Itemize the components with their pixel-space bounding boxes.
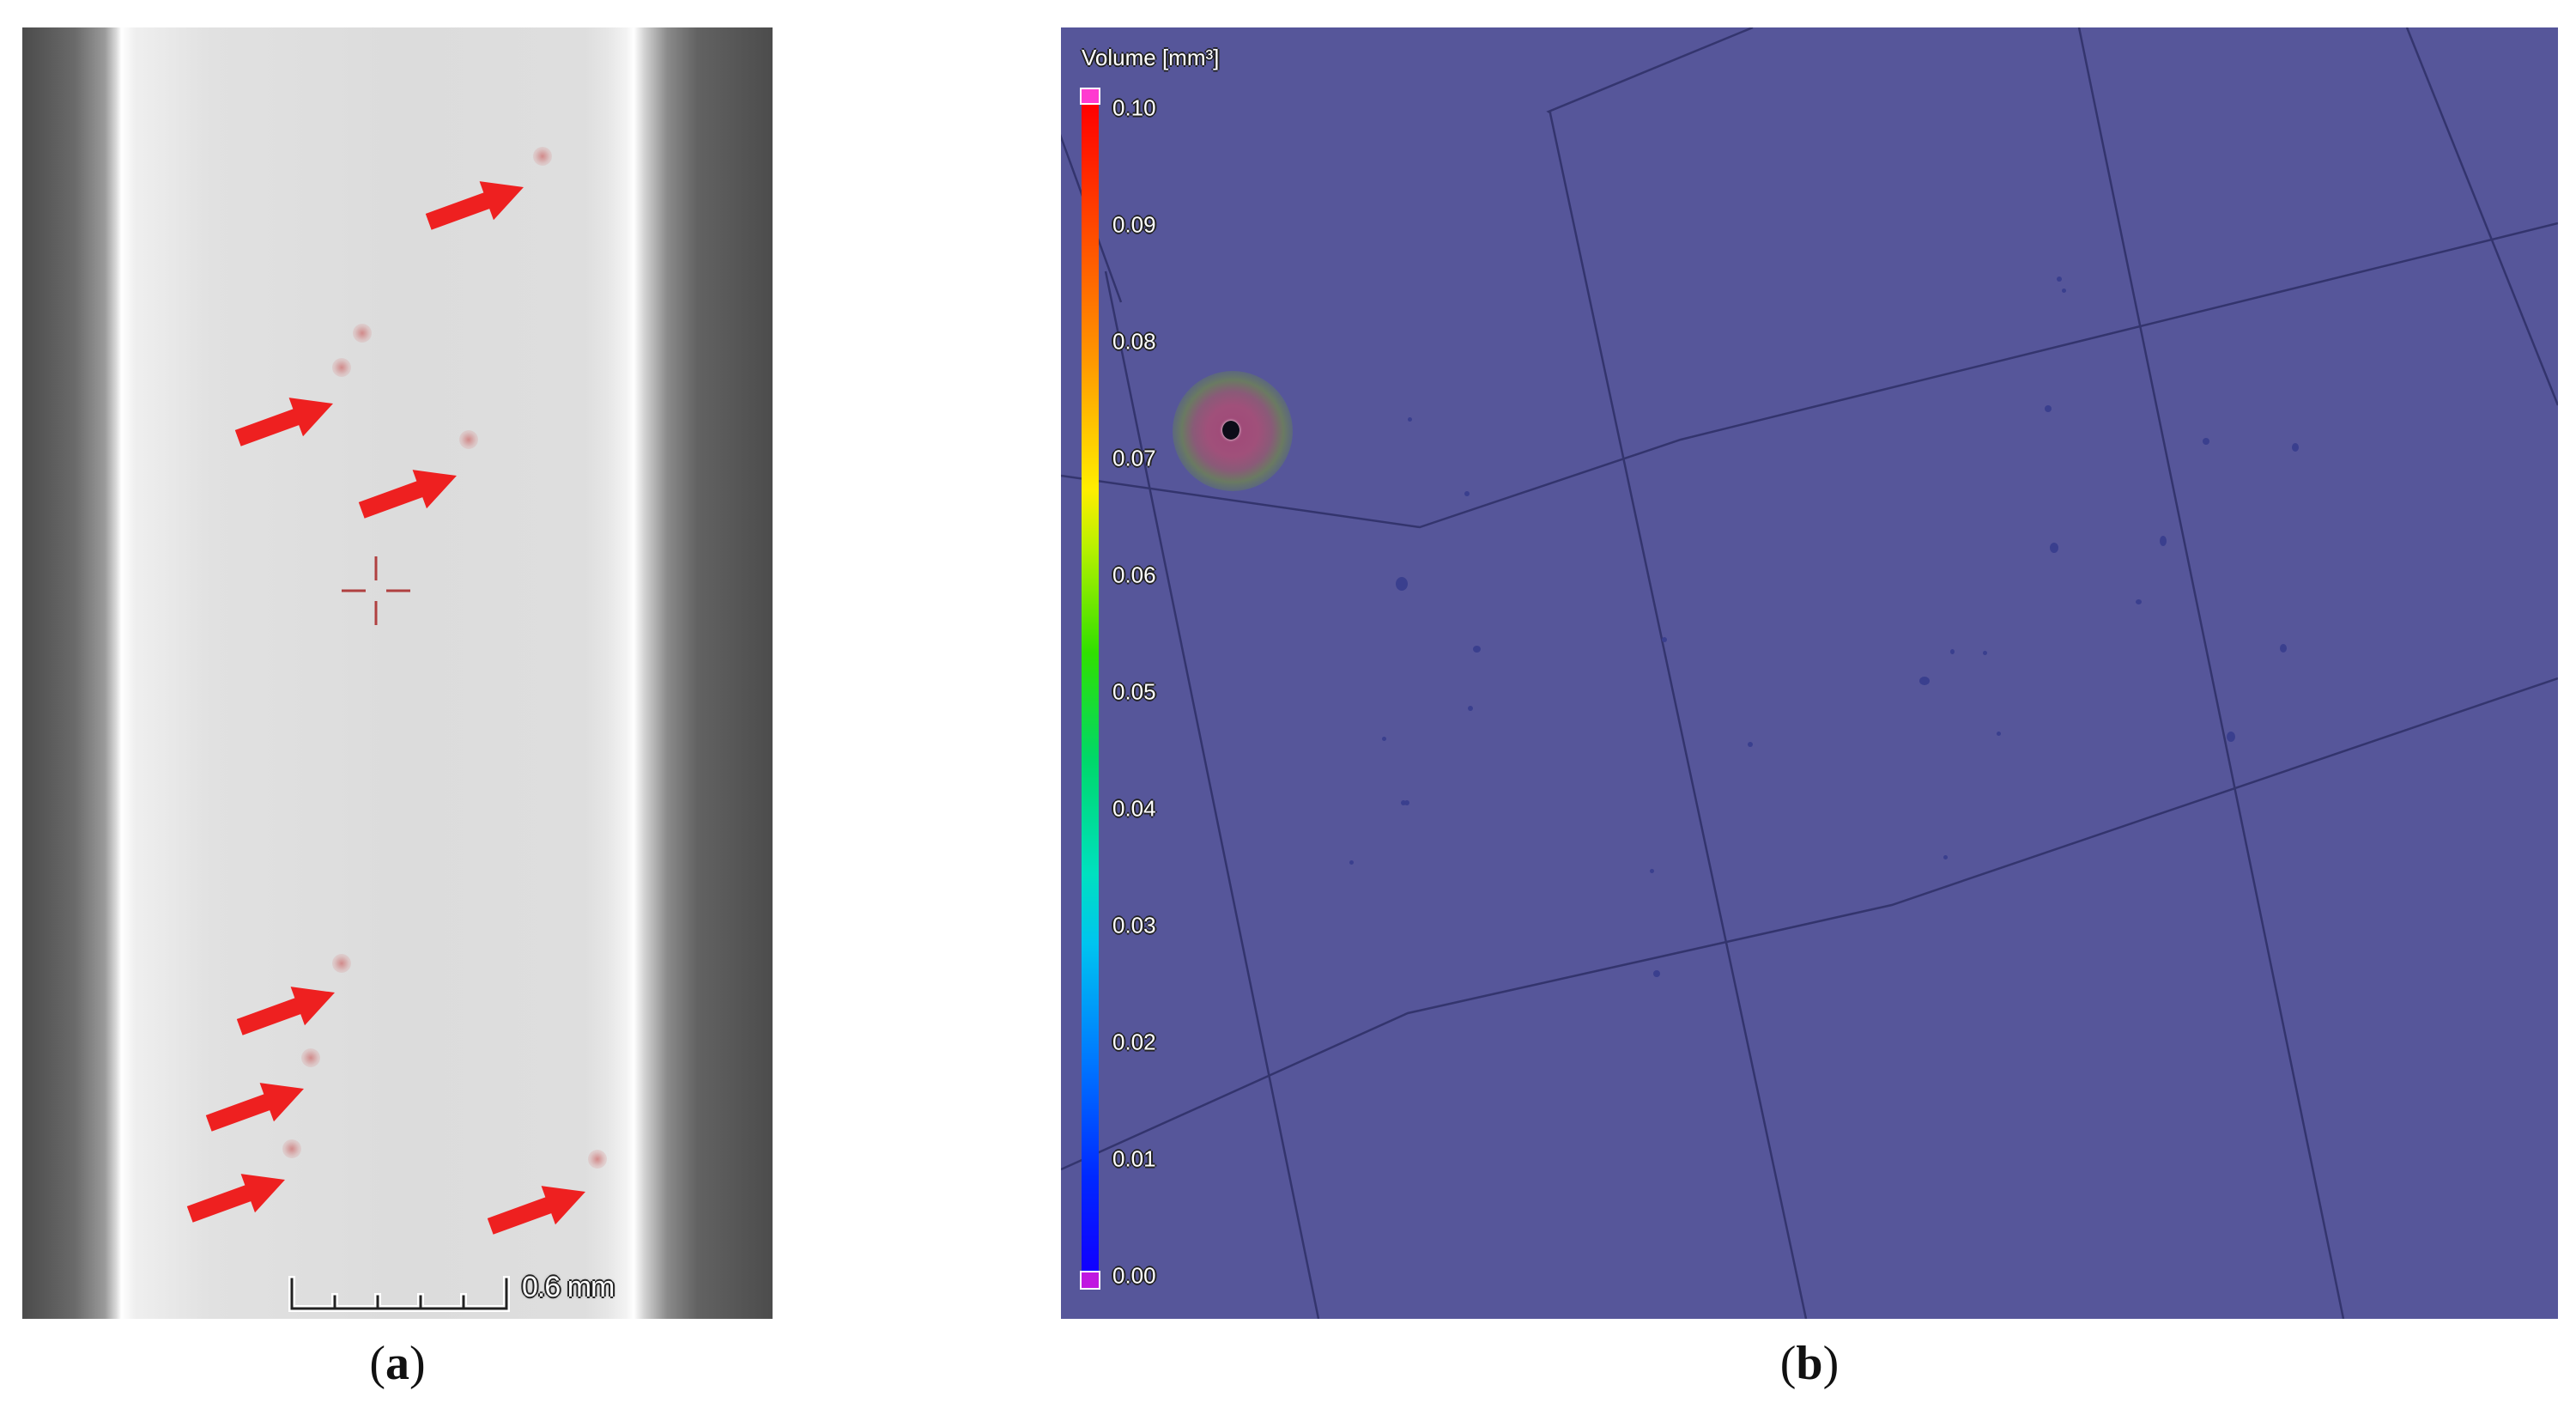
scale-bar-label: 0.6 mm xyxy=(522,1271,615,1303)
pore xyxy=(2136,599,2142,604)
pore xyxy=(1473,646,1481,653)
colorbar-tick-label: 0.07 xyxy=(1112,445,1156,471)
crosshair-icon xyxy=(342,556,410,625)
pore xyxy=(1650,869,1654,873)
pore xyxy=(1662,637,1667,642)
pore xyxy=(1396,577,1408,591)
pore xyxy=(2160,536,2167,546)
defect-marker xyxy=(588,1150,607,1169)
pore xyxy=(2280,644,2287,653)
arrow-icon xyxy=(483,1172,592,1245)
defect-marker xyxy=(332,358,351,377)
colorbar-tick-label: 0.00 xyxy=(1112,1262,1156,1289)
pore xyxy=(1653,970,1660,977)
colorbar-tick-label: 0.10 xyxy=(1112,94,1156,121)
pore xyxy=(1748,742,1753,747)
pore xyxy=(1943,855,1948,859)
colorbar-tick-label: 0.02 xyxy=(1112,1029,1156,1055)
scale-bar xyxy=(288,1276,510,1312)
colorbar-tick-label: 0.09 xyxy=(1112,211,1156,238)
pore xyxy=(1408,417,1412,422)
pore xyxy=(2292,443,2299,452)
colorbar-tick-label: 0.01 xyxy=(1112,1145,1156,1172)
colorbar-tick-label: 0.05 xyxy=(1112,678,1156,705)
mesh-grid xyxy=(1061,27,2558,1319)
colorbar-tick-label: 0.04 xyxy=(1112,795,1156,822)
legend-title: Volume [mm³] xyxy=(1082,45,1220,70)
defect-marker xyxy=(353,324,372,343)
pore xyxy=(2057,276,2062,282)
defect-marker xyxy=(332,954,351,973)
xray-image-panel: 0.6 mm xyxy=(22,27,773,1319)
arrow-icon xyxy=(231,384,340,457)
arrow-icon xyxy=(355,456,464,529)
colorbar-tick-label: 0.08 xyxy=(1112,328,1156,355)
pore xyxy=(1401,800,1406,805)
pore xyxy=(1404,800,1409,805)
arrow-icon xyxy=(233,973,342,1046)
defect-marker xyxy=(459,430,478,449)
pore xyxy=(1919,677,1930,685)
defect-marker xyxy=(282,1139,301,1158)
caption-panel-b: (b) xyxy=(1779,1337,1840,1390)
colorbar-tick-label: 0.06 xyxy=(1112,562,1156,588)
pore xyxy=(2045,405,2052,412)
pore xyxy=(2203,438,2209,445)
pore xyxy=(1997,732,2001,736)
pore xyxy=(1950,649,1955,654)
pore xyxy=(2050,543,2058,553)
pore xyxy=(1382,737,1386,741)
pore-core xyxy=(1222,421,1240,440)
pore xyxy=(1464,491,1470,496)
arrow-icon xyxy=(421,167,530,240)
arrow-icon xyxy=(183,1160,292,1233)
volume-map-panel: Volume [mm³] 0.10 0.09 0.08 0.07 0.06 0.… xyxy=(1061,27,2558,1319)
caption-panel-a: (a) xyxy=(369,1337,426,1390)
defect-marker xyxy=(533,147,552,166)
colorbar xyxy=(1082,105,1099,1271)
pore xyxy=(2227,732,2235,742)
pore xyxy=(1349,860,1354,865)
colorbar-underflow-cap xyxy=(1080,1271,1100,1290)
pore xyxy=(1468,706,1473,711)
arrow-icon xyxy=(202,1069,311,1142)
defect-marker xyxy=(301,1048,320,1067)
colorbar-overflow-cap xyxy=(1080,88,1100,105)
pore xyxy=(2062,288,2066,293)
pore xyxy=(1983,651,1987,655)
colorbar-tick-label: 0.03 xyxy=(1112,912,1156,938)
